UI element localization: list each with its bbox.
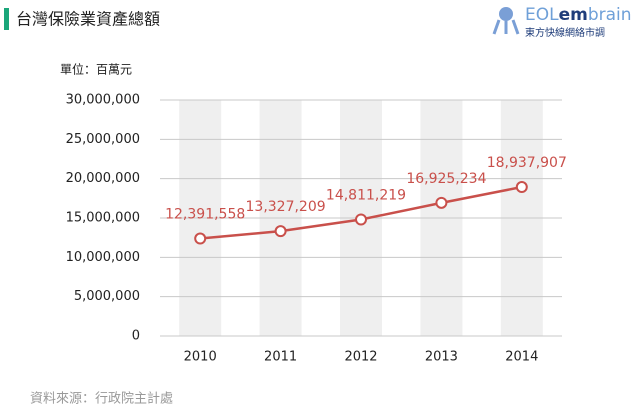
data-label: 18,937,907 xyxy=(487,155,567,171)
logo-text: EOLembrain xyxy=(525,5,632,25)
y-tick-label: 0 xyxy=(132,329,140,344)
x-tick-label: 2014 xyxy=(505,350,538,365)
data-label: 13,327,209 xyxy=(246,199,326,215)
title-accent xyxy=(4,8,9,30)
logo-part: brain xyxy=(588,5,632,25)
data-label: 14,811,219 xyxy=(326,187,406,203)
x-tick-label: 2012 xyxy=(344,350,377,365)
logo: EOLembrain 東方快線網絡市調 xyxy=(492,5,632,39)
x-tick-label: 2013 xyxy=(425,350,458,365)
x-tick-label: 2011 xyxy=(264,350,297,365)
data-point xyxy=(435,196,448,209)
logo-part: EOL xyxy=(525,5,559,25)
x-tick-label: 2010 xyxy=(184,350,217,365)
y-tick-label: 25,000,000 xyxy=(66,132,140,147)
page-title: 台灣保險業資產總額 xyxy=(16,10,160,29)
data-label: 12,391,558 xyxy=(165,207,245,223)
data-point xyxy=(274,225,287,238)
data-label: 16,925,234 xyxy=(406,171,486,187)
data-point xyxy=(194,232,207,245)
y-tick-label: 15,000,000 xyxy=(66,211,140,226)
y-tick-label: 20,000,000 xyxy=(66,171,140,186)
logo-icon xyxy=(499,7,513,21)
data-point xyxy=(515,181,528,194)
y-tick-label: 5,000,000 xyxy=(74,289,140,304)
logo-part: em xyxy=(559,5,588,25)
logo-tagline: 東方快線網絡市調 xyxy=(525,26,605,39)
unit-label: 單位：百萬元 xyxy=(60,62,132,77)
logo-icon xyxy=(492,19,520,35)
source-note: 資料來源：行政院主計處 xyxy=(30,391,173,407)
y-tick-label: 10,000,000 xyxy=(66,250,140,265)
y-tick-label: 30,000,000 xyxy=(66,93,140,108)
data-point xyxy=(355,213,367,226)
